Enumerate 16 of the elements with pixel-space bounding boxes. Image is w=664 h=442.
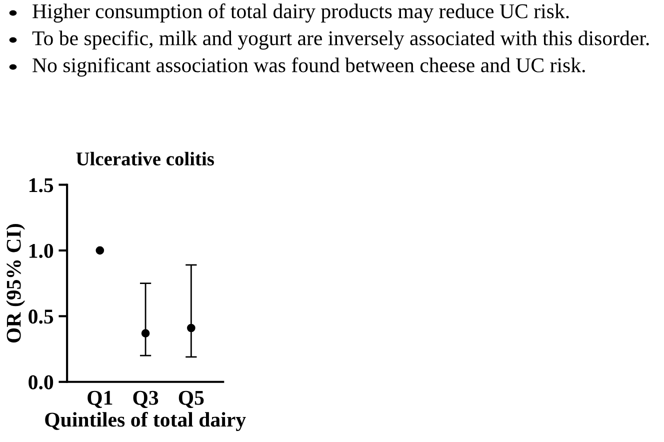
x-axis-title: Quintiles of total dairy xyxy=(45,412,246,432)
point xyxy=(141,329,150,338)
x-tick-label: Q3 xyxy=(133,390,158,408)
y-tick-label: 0.5 xyxy=(28,310,54,324)
text: No significant association was found between cheese and UC risk. xyxy=(32,57,585,77)
x-tick-label: Q5 xyxy=(178,390,204,408)
y-tick-label: 1.0 xyxy=(30,244,54,258)
chart-title: Ulcerative colitis xyxy=(76,152,214,166)
point xyxy=(187,324,196,332)
point xyxy=(96,246,104,255)
y-tick-label: 0.0 xyxy=(28,375,54,390)
x-tick-label: Q1 xyxy=(88,390,112,408)
text: Higher consumption of total dairy products may reduce UC risk. xyxy=(32,3,569,23)
text: To be specific, milk and yogurt are inversely associated with this disorder. xyxy=(32,30,649,50)
y-tick-label: 1.5 xyxy=(30,178,54,192)
y-axis-title: OR (95% CI) xyxy=(6,224,26,342)
